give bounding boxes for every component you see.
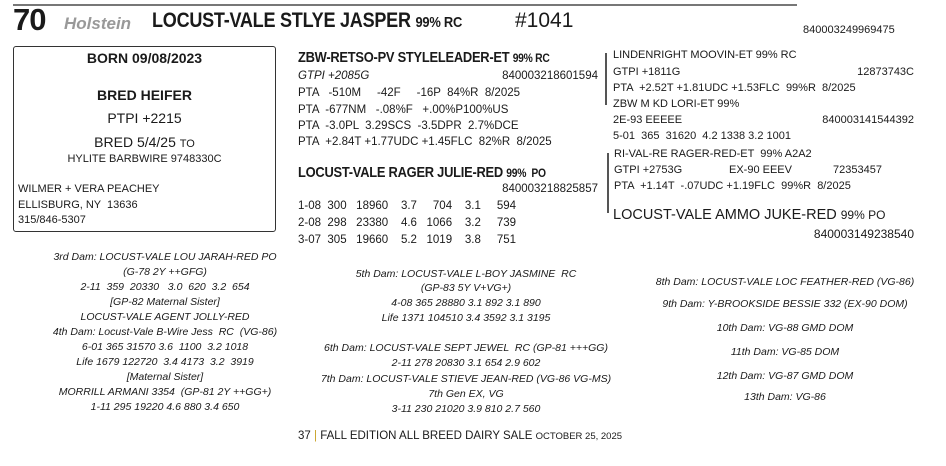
pedigree-line: 4th Dam: Locust-Vale B-Wire Jess RC (VG-… bbox=[52, 326, 278, 338]
dam-record: 2-08 298 23380 4.6 1066 3.2 739 bbox=[298, 217, 517, 229]
dam-dam-name: LOCUST-VALE AMMO JUKE-RED 99% PO bbox=[613, 207, 885, 223]
consignor: WILMER + VERA PEACHEY bbox=[18, 183, 160, 195]
divider-line bbox=[605, 53, 607, 105]
consignor-phone: 315/846-5307 bbox=[18, 214, 86, 226]
footer-separator: | bbox=[314, 430, 317, 442]
pedigree-line: 2-11 359 20330 3.0 620 3.2 654 bbox=[80, 281, 250, 293]
pedigree-line: [GP-82 Maternal Sister] bbox=[110, 296, 220, 308]
sire-sire-pta: PTA +2.52T +1.81UDC +1.53FLC 99%R 8/2025 bbox=[613, 82, 856, 94]
page-number: 37 bbox=[298, 430, 311, 442]
sire-dam-name: ZBW M KD LORI-ET 99% bbox=[613, 98, 740, 110]
consignor-address: ELLISBURG, NY 13636 bbox=[18, 199, 138, 211]
dam-name-text: LOCUST-VALE RAGER JULIE-RED bbox=[298, 164, 503, 181]
dam-dam-suffix: 99% PO bbox=[840, 208, 886, 222]
dam-sire-pta: PTA +1.14T -.07UDC +1.19FLC 99%R 8/2025 bbox=[614, 180, 851, 192]
dam-record: 3-07 305 19660 5.2 1019 3.8 751 bbox=[298, 234, 517, 246]
pedigree-line: 10th Dam: VG-88 GMD DOM bbox=[716, 322, 854, 334]
pedigree-line: (GP-83 5Y V+VG+) bbox=[420, 282, 512, 294]
pedigree-line: 7th Dam: LOCUST-VALE STIEVE JEAN-RED (VG… bbox=[320, 373, 612, 385]
pedigree-line: 4-08 365 28880 3.1 892 3.1 890 bbox=[391, 297, 541, 309]
registration-number: 840003249969475 bbox=[803, 24, 895, 36]
sale-date: OCTOBER 25, 2025 bbox=[535, 431, 623, 442]
animal-name-suffix: 99% RC bbox=[415, 14, 463, 31]
dam-record: 1-08 300 18960 3.7 704 3.1 594 bbox=[298, 200, 517, 212]
dam-dam-reg: 840003149238540 bbox=[813, 227, 914, 241]
sire-sire-reg: 12873743C bbox=[857, 66, 914, 78]
dam-dam-name-text: LOCUST-VALE AMMO JUKE-RED bbox=[613, 207, 837, 223]
pedigree-line: (G-78 2Y ++GFG) bbox=[123, 266, 207, 278]
pedigree-line: Life 1679 122720 3.4 4173 3.2 3919 bbox=[76, 356, 254, 368]
sire-name: ZBW-RETSO-PV STYLELEADER-ET 99% RC bbox=[298, 49, 550, 66]
footer: 37 | FALL EDITION ALL BREED DAIRY SALE O… bbox=[298, 430, 622, 442]
divider-line bbox=[607, 153, 609, 213]
sire-pta-line: PTA -510M -42F -16P 84%R 8/2025 bbox=[298, 87, 521, 99]
pedigree-line: 12th Dam: VG-87 GMD DOM bbox=[716, 370, 854, 382]
ptpi: PTPI +2215 bbox=[107, 110, 182, 126]
dam-sire-gtpi: GTPI +2753G bbox=[614, 164, 683, 176]
dam-name: LOCUST-VALE RAGER JULIE-RED 99% PO bbox=[298, 164, 546, 181]
sire-pta-line: PTA -3.0PL 3.29SCS -3.5DPR 2.7%DCE bbox=[298, 120, 519, 132]
pedigree-line: 9th Dam: Y-BROOKSIDE BESSIE 332 (EX-90 D… bbox=[662, 298, 908, 310]
sire-sire-name: LINDENRIGHT MOOVIN-ET 99% RC bbox=[613, 49, 797, 61]
service-sire: HYLITE BARBWIRE 9748330C bbox=[67, 153, 222, 165]
pedigree-line: 6-01 365 31570 3.6 1100 3.2 1018 bbox=[81, 341, 249, 353]
animal-name-text: LOCUST-VALE STLYE JASPER bbox=[152, 9, 411, 32]
bred-to: TO bbox=[179, 138, 195, 150]
pedigree-line: 11th Dam: VG-85 DOM bbox=[730, 346, 840, 358]
pedigree-line: 3-11 230 21020 3.9 810 2.7 560 bbox=[391, 403, 541, 415]
sire-registration: 840003218601594 bbox=[502, 70, 598, 82]
pedigree-line: 6th Dam: LOCUST-VALE SEPT JEWEL RC (GP-8… bbox=[324, 342, 608, 354]
dam-sire-reg: 72353457 bbox=[833, 164, 882, 176]
pedigree-line: 5th Dam: LOCUST-VALE L-BOY JASMINE RC bbox=[355, 268, 577, 280]
status: BRED HEIFER bbox=[97, 87, 192, 103]
dam-suffix: 99% PO bbox=[506, 166, 546, 180]
sire-dam-record: 5-01 365 31620 4.2 1338 3.2 1001 bbox=[613, 130, 791, 142]
bred-info: BRED 5/4/25 TO bbox=[14, 134, 275, 150]
dam-registration: 840003218825857 bbox=[502, 183, 598, 195]
pedigree-line: 3rd Dam: LOCUST-VALE LOU JARAH-RED PO bbox=[53, 251, 277, 263]
pedigree-line: 2-11 278 20830 3.1 654 2.9 602 bbox=[391, 357, 541, 369]
breed-label: Holstein bbox=[64, 14, 132, 33]
top-rule bbox=[13, 4, 797, 6]
sire-pta-line: PTA -677NM -.08%F +.00%P100%US bbox=[298, 104, 509, 116]
lot-number: 70 bbox=[13, 2, 46, 37]
pedigree-line: [Maternal Sister] bbox=[126, 371, 204, 383]
sire-dam-reg: 840003141544392 bbox=[822, 114, 914, 126]
sale-name: FALL EDITION ALL BREED DAIRY SALE bbox=[320, 430, 533, 442]
pedigree-line: Life 1371 104510 3.4 3592 3.1 3195 bbox=[381, 312, 551, 324]
dam-sire-name: RI-VAL-RE RAGER-RED-ET 99% A2A2 bbox=[614, 148, 812, 160]
pedigree-line: 7th Gen EX, VG bbox=[428, 388, 504, 400]
pedigree-line: 13th Dam: VG-86 bbox=[744, 391, 826, 403]
pedigree-line: 1-11 295 19220 4.6 880 3.4 650 bbox=[90, 401, 240, 413]
animal-name: LOCUST-VALE STLYE JASPER 99% RC bbox=[152, 9, 462, 33]
sire-suffix: 99% RC bbox=[512, 51, 550, 65]
tag-number: #1041 bbox=[515, 9, 574, 32]
info-box: BORN 09/08/2023 BRED HEIFER PTPI +2215 B… bbox=[13, 46, 276, 232]
sire-pta-line: PTA +2.84T +1.77UDC +1.45FLC 82%R 8/2025 bbox=[298, 136, 552, 148]
pedigree-line: MORRILL ARMANI 3354 (GP-81 2Y ++GG+) bbox=[58, 386, 272, 398]
born-date: BORN 09/08/2023 bbox=[86, 50, 203, 66]
sire-gtpi: GTPI +2085G bbox=[298, 70, 370, 82]
sire-name-text: ZBW-RETSO-PV STYLELEADER-ET bbox=[298, 49, 510, 66]
pedigree-line: LOCUST-VALE AGENT JOLLY-RED bbox=[80, 311, 250, 323]
bred-date: BRED 5/4/25 bbox=[94, 134, 176, 150]
dam-sire-class: EX-90 EEEV bbox=[729, 164, 792, 176]
sire-sire-gtpi: GTPI +1811G bbox=[613, 66, 681, 78]
sire-dam-class: 2E-93 EEEEE bbox=[613, 114, 683, 126]
pedigree-line: 8th Dam: LOCUST-VALE LOC FEATHER-RED (VG… bbox=[655, 276, 915, 288]
